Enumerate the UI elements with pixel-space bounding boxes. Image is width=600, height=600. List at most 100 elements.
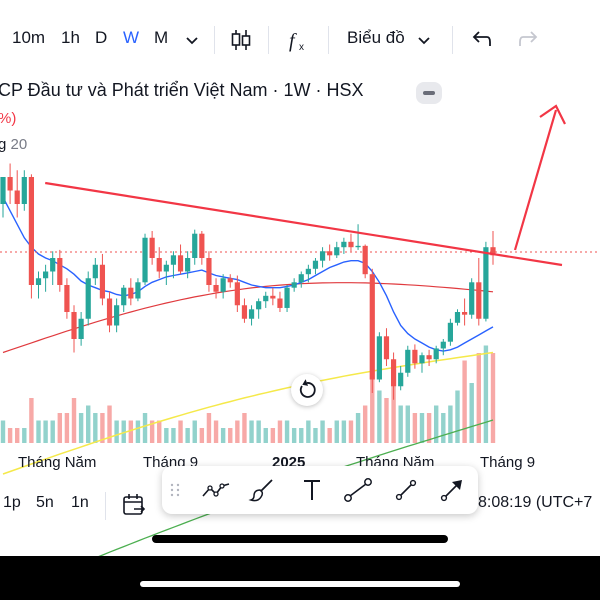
breakout-arrow: [513, 109, 558, 251]
ray-tool-icon[interactable]: [392, 476, 420, 504]
divider: [268, 26, 269, 54]
annotations: [45, 104, 566, 267]
candle-body: [35, 278, 42, 285]
volume-bar: [93, 413, 98, 443]
candle-body: [398, 372, 404, 387]
candle-body: [383, 336, 390, 360]
symbol-title[interactable]: CP Đầu tư và Phát triển Việt Nam · 1W · …: [0, 80, 364, 100]
candle-body: [50, 258, 56, 272]
volume-bar: [213, 420, 219, 443]
candle-body: [114, 305, 120, 326]
candle-body: [7, 177, 13, 191]
volume-bar: [334, 420, 339, 443]
volume-bar: [384, 398, 389, 443]
candle-body: [433, 348, 439, 360]
volume-bar: [299, 428, 304, 443]
volume-bar: [15, 428, 20, 443]
candle-body: [454, 312, 461, 323]
candle-body: [14, 190, 20, 204]
chevron-down-icon[interactable]: [182, 26, 202, 54]
change-percent: %): [0, 110, 17, 127]
volume-bar: [43, 420, 48, 443]
candle-body: [469, 282, 475, 315]
undo-icon[interactable]: [467, 26, 495, 54]
redo-icon[interactable]: [515, 26, 543, 54]
home-indicator: [140, 581, 460, 587]
volume-bar: [78, 413, 84, 443]
timeframe-m[interactable]: M: [154, 28, 169, 47]
volume-bar: [0, 420, 6, 443]
drawing-toolbar: [162, 466, 478, 514]
candle-body: [419, 355, 425, 364]
text-tool-icon[interactable]: [298, 476, 326, 504]
function-icon[interactable]: f x: [284, 26, 312, 54]
top-toolbar: 10m 1h D W M f x Biểu đồ: [0, 18, 600, 62]
trendline-tool-icon[interactable]: [342, 476, 374, 504]
timeframe-1h[interactable]: 1h: [61, 28, 80, 47]
arrow-tool-icon[interactable]: [438, 476, 466, 504]
volume-bar: [171, 428, 176, 443]
timeframe-10m[interactable]: 10m: [12, 28, 46, 47]
ma-red-line: [2, 282, 494, 354]
clock-timezone[interactable]: 8:08:19 (UTC+7: [478, 494, 593, 511]
candle-body: [476, 282, 482, 319]
timeframe-d[interactable]: D: [95, 28, 108, 47]
pattern-tool-icon[interactable]: [200, 476, 232, 504]
volume-bar: [178, 420, 183, 443]
divider: [452, 26, 453, 54]
range-1n[interactable]: 1n: [71, 494, 89, 511]
volume-bar: [355, 413, 361, 443]
bottom-bar: 1p 5n 1n 8:08:19 (UTC+7: [0, 488, 600, 522]
reset-icon: [299, 379, 316, 398]
reset-chart-button[interactable]: [291, 374, 323, 406]
candle-body: [234, 282, 240, 306]
volume-bar: [469, 383, 474, 443]
candle-body: [461, 312, 468, 315]
brush-tool-icon[interactable]: [248, 476, 276, 504]
candle-body: [248, 309, 255, 319]
volume-bar: [249, 420, 254, 443]
date-range-icon[interactable]: [120, 491, 148, 519]
price-chart[interactable]: [0, 0, 600, 556]
ma-yellow-line: [2, 351, 494, 475]
candle-body: [149, 237, 155, 258]
volume-bar: [235, 420, 240, 443]
volume-bar: [455, 390, 460, 443]
chart-type-dropdown[interactable]: Biểu đồ: [347, 28, 405, 47]
collapse-legend-button[interactable]: [416, 82, 442, 104]
volume-bar: [476, 353, 481, 443]
candles: [0, 163, 496, 400]
volume-bar: [228, 428, 233, 443]
candle-body: [170, 255, 177, 265]
volume-bar: [327, 428, 332, 443]
volume-bar: [483, 345, 489, 443]
range-1p[interactable]: 1p: [3, 494, 21, 511]
volume-bars: [0, 345, 496, 443]
volume-bar: [142, 413, 148, 443]
volume-bar: [220, 428, 226, 443]
divider: [328, 26, 329, 54]
candle-body: [99, 264, 106, 299]
candle-body: [412, 349, 418, 364]
candle-body: [390, 359, 397, 387]
candle-body: [78, 318, 84, 339]
volume-bar: [185, 428, 190, 443]
chevron-down-icon[interactable]: [414, 26, 434, 54]
candle-body: [71, 312, 77, 339]
ma-blue-line: [2, 196, 494, 352]
candle-body: [163, 264, 169, 272]
volume-bar: [206, 413, 212, 443]
volume-bar: [306, 420, 311, 443]
chart-legend: CP Đầu tư và Phát triển Việt Nam · 1W · …: [0, 78, 600, 158]
timeframe-w[interactable]: W: [123, 28, 140, 47]
range-5n[interactable]: 5n: [36, 494, 54, 511]
volume-bar: [270, 428, 276, 443]
candle-body: [142, 237, 148, 283]
volume-bar: [462, 360, 467, 443]
candlestick-icon[interactable]: [227, 26, 255, 54]
volume-bar: [377, 390, 382, 443]
candle-body: [298, 274, 304, 283]
candle-body: [220, 278, 226, 292]
volume-bar: [441, 413, 446, 443]
drag-handle-icon[interactable]: [168, 476, 182, 504]
